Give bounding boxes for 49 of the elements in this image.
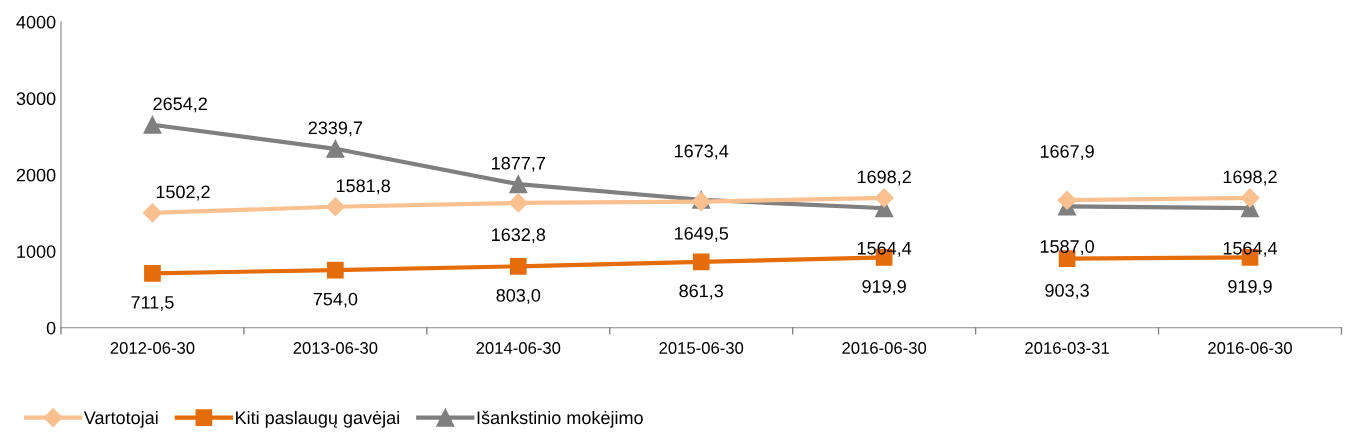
point	[508, 193, 528, 213]
y-tick-label: 0	[46, 321, 56, 335]
point	[327, 261, 344, 279]
data-label: 1564,4	[857, 241, 912, 257]
data-label: 1632,8	[492, 228, 546, 244]
data-label: 2654,2	[153, 97, 207, 113]
data-label: 1698,2	[857, 170, 911, 186]
data-label: 1581,8	[336, 179, 390, 195]
point	[326, 139, 345, 158]
x-tick-label: 2016-06-30	[1208, 342, 1292, 354]
data-label: 1564,4	[1223, 241, 1278, 257]
data-label: 919,9	[1228, 280, 1272, 295]
data-label: 1673,4	[674, 144, 729, 160]
data-label: 1649,5	[674, 227, 729, 242]
legend-label: Kiti paslaugų gavėjai	[236, 410, 399, 428]
x-tick-label: 2014-06-30	[476, 342, 561, 354]
data-label: 919,9	[862, 280, 906, 295]
legend-label: Vartotojai	[83, 410, 158, 428]
point	[1057, 190, 1077, 210]
data-label: 1698,2	[1223, 170, 1277, 186]
x-tick-label: 2016-03-31	[1025, 342, 1109, 354]
point	[325, 197, 345, 217]
data-label: 803,0	[496, 288, 541, 304]
point	[143, 115, 162, 134]
data-label: 1667,9	[1040, 145, 1094, 160]
x-tick-label: 2015-06-30	[659, 342, 744, 354]
data-label: 1502,2	[156, 185, 210, 201]
y-tick-label: 1000	[17, 245, 56, 258]
x-tick-label: 2013-06-30	[293, 342, 378, 354]
data-label: 2339,7	[308, 121, 363, 137]
y-tick-label: 3000	[16, 92, 56, 106]
x-tick-label: 2012-06-30	[110, 342, 195, 354]
y-tick-label: 4000	[16, 15, 56, 29]
data-label: 861,3	[679, 284, 724, 300]
y-tick-label: 2000	[16, 168, 56, 182]
point	[692, 253, 710, 271]
point	[144, 265, 161, 282]
data-label: 754,0	[313, 292, 358, 308]
x-tick-label: 2016-06-30	[842, 342, 927, 354]
point	[1240, 188, 1260, 208]
data-label: 711,5	[131, 296, 174, 311]
data-label: 1877,7	[492, 156, 545, 172]
data-label: 903,3	[1045, 284, 1089, 299]
point	[142, 203, 162, 223]
point	[509, 175, 528, 194]
data-label: 1587,0	[1040, 240, 1094, 256]
point	[509, 258, 527, 275]
point	[874, 188, 894, 208]
legend-label: Išankstinio mokėjimo	[477, 410, 643, 428]
